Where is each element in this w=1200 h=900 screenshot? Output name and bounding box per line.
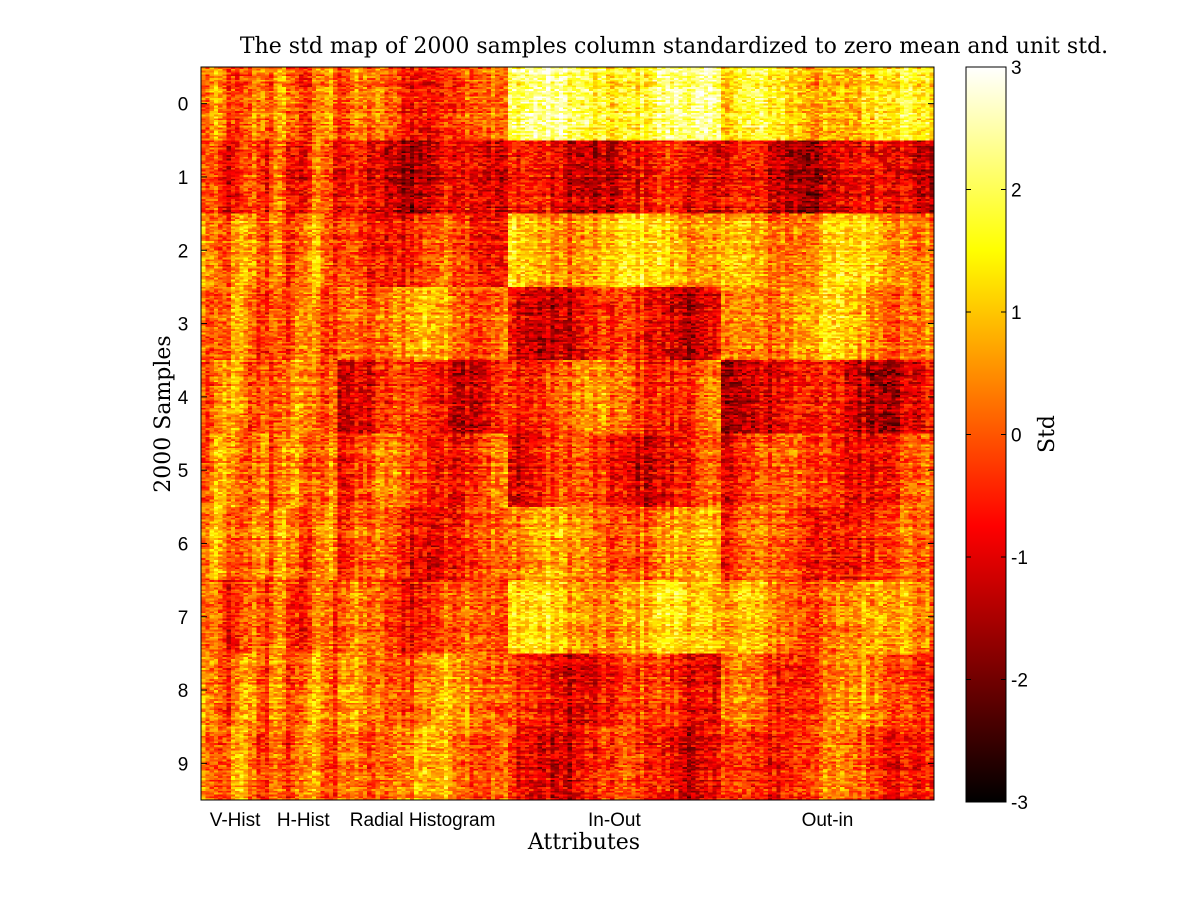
y-tick-label: 5 bbox=[178, 461, 189, 482]
y-tick-label: 8 bbox=[178, 681, 189, 702]
colorbar-ticks: 3 2 1 0 -1 -2 -3 bbox=[966, 58, 1028, 814]
colorbar-tick-label: -2 bbox=[1011, 671, 1028, 692]
colorbar-tick-label: 3 bbox=[1011, 58, 1022, 79]
colorbar-tick-label: 1 bbox=[1011, 303, 1022, 324]
x-group-label: Radial Histogram bbox=[350, 810, 496, 831]
plot-frame bbox=[200, 66, 935, 801]
y-axis-label: 2000 Samples bbox=[151, 335, 176, 492]
colorbar-gradient bbox=[965, 66, 1007, 803]
y-tick-label: 0 bbox=[178, 95, 189, 116]
y-tick-label: 3 bbox=[178, 315, 189, 336]
colorbar: 3 2 1 0 -1 -2 -3 Std bbox=[965, 58, 1060, 814]
y-axis: 0 1 2 3 4 5 6 7 8 9 bbox=[178, 95, 934, 775]
heatmap bbox=[201, 67, 934, 800]
x-group-label: V-Hist bbox=[210, 810, 261, 831]
x-axis-label: Attributes bbox=[527, 830, 640, 855]
heatmap-cells bbox=[201, 67, 934, 800]
colorbar-tick-label: 2 bbox=[1011, 181, 1022, 202]
y-tick-label: 7 bbox=[178, 608, 189, 629]
x-group-label: H-Hist bbox=[277, 810, 330, 831]
colorbar-tick-label: -1 bbox=[1011, 548, 1028, 569]
y-tick-label: 6 bbox=[178, 534, 189, 555]
x-group-label: In-Out bbox=[588, 810, 642, 831]
chart-title: The std map of 2000 samples column stand… bbox=[240, 34, 1108, 59]
x-group-labels: V-Hist H-Hist Radial Histogram In-Out Out-in bbox=[210, 810, 854, 831]
x-group-label: Out-in bbox=[802, 810, 854, 831]
y-tick-label: 1 bbox=[178, 168, 189, 189]
y-tick-label: 2 bbox=[178, 241, 189, 262]
colorbar-tick-label: 0 bbox=[1011, 426, 1022, 447]
y-tick-label: 4 bbox=[178, 388, 189, 409]
colorbar-tick-label: -3 bbox=[1011, 793, 1028, 814]
y-tick-label: 9 bbox=[178, 754, 189, 775]
colorbar-label: Std bbox=[1035, 415, 1060, 453]
